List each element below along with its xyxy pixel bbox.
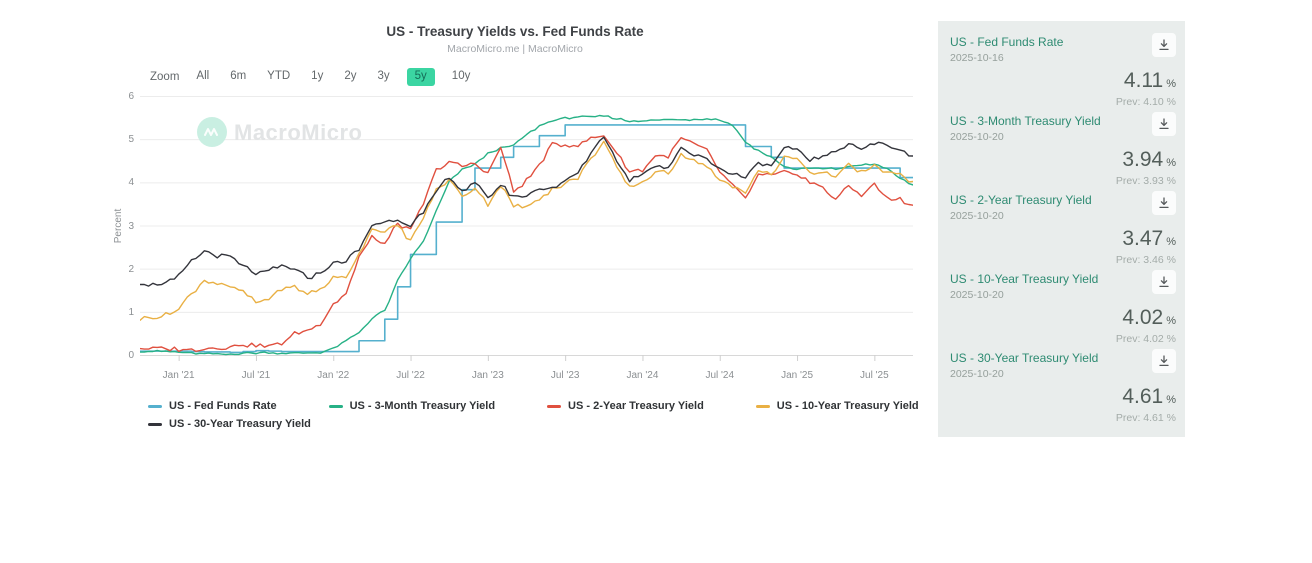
download-button[interactable] <box>1152 112 1176 136</box>
series-latest-value: 4.02% <box>1122 306 1176 329</box>
watermark-text: MacroMicro <box>234 120 363 145</box>
chart-subtitle: MacroMicro.me | MacroMicro <box>447 43 583 55</box>
legend-item-30-year[interactable]: US - 30-Year Treasury Yield <box>148 418 311 431</box>
series-date: 2025-10-20 <box>950 368 1004 380</box>
download-icon <box>1159 355 1169 367</box>
y-axis-title: Percent <box>113 208 124 244</box>
x-axis-label: Jul '25 <box>860 370 889 381</box>
x-axis-label: Jan '24 <box>626 370 659 381</box>
series-prev-value: Prev: 4.02 % <box>1115 333 1176 345</box>
series-prev-value: Prev: 4.61 % <box>1115 412 1176 424</box>
series-line-2 <box>140 135 913 353</box>
x-axis-label: Jul '23 <box>550 370 580 381</box>
series-summary-sidebar: US - Fed Funds Rate 2025-10-16 4.11% Pre… <box>938 21 1185 437</box>
legend-item-10-year[interactable]: US - 10-Year Treasury Yield <box>755 400 919 413</box>
zoom-label: Zoom <box>150 70 180 83</box>
series-name-link[interactable]: US - Fed Funds Rate <box>950 35 1064 49</box>
series-name-link[interactable]: US - 30-Year Treasury Yield <box>950 351 1099 365</box>
y-axis-label: 6 <box>128 91 134 102</box>
download-icon <box>1159 118 1169 130</box>
sidebar-item-30-year: US - 30-Year Treasury Yield 2025-10-20 4… <box>938 349 1185 428</box>
sidebar-item-3-month: US - 3-Month Treasury Yield 2025-10-20 3… <box>938 112 1185 191</box>
legend-swatch-icon <box>755 405 770 408</box>
download-icon <box>1159 197 1169 209</box>
x-axis-label: Jan '25 <box>781 370 814 381</box>
chart-title: US - Treasury Yields vs. Fed Funds Rate <box>386 24 644 39</box>
x-axis-label: Jan '21 <box>162 370 195 381</box>
download-button[interactable] <box>1152 33 1176 57</box>
macromicro-logo-icon <box>197 117 227 147</box>
legend-item-fed-funds[interactable]: US - Fed Funds Rate <box>148 400 277 413</box>
series-prev-value: Prev: 4.10 % <box>1115 96 1176 108</box>
x-axis-label: Jul '22 <box>396 370 425 381</box>
y-axis-label: 1 <box>128 306 134 318</box>
range-button-6m[interactable]: 6m <box>230 70 247 82</box>
download-button[interactable] <box>1152 349 1176 373</box>
legend-swatch-icon <box>148 405 162 408</box>
download-button[interactable] <box>1152 191 1176 215</box>
series-latest-value: 3.94% <box>1122 148 1176 171</box>
range-selector-toolbar: Zoom All 6m YTD 1y 2y 3y 5y 10y <box>150 68 474 86</box>
legend-item-3-month[interactable]: US - 3-Month Treasury Yield <box>328 400 495 413</box>
sidebar-item-10-year: US - 10-Year Treasury Yield 2025-10-20 4… <box>938 270 1185 349</box>
series-date: 2025-10-20 <box>950 131 1004 143</box>
series-line-0 <box>140 124 913 354</box>
legend-swatch-icon <box>148 423 162 426</box>
range-button-10y[interactable]: 10y <box>451 70 471 82</box>
series-line-4 <box>140 136 913 287</box>
x-axis-label: Jan '23 <box>471 370 504 381</box>
series-line-1 <box>140 114 913 356</box>
download-button[interactable] <box>1152 270 1176 294</box>
chart-legend: US - Fed Funds Rate US - 3-Month Treasur… <box>148 400 928 431</box>
series-date: 2025-10-20 <box>950 289 1004 301</box>
series-latest-value: 4.11% <box>1123 69 1176 92</box>
yield-chart-canvas[interactable] <box>0 0 940 398</box>
series-latest-value: 4.61% <box>1122 385 1176 408</box>
y-axis-label: 5 <box>128 134 134 146</box>
series-date: 2025-10-20 <box>950 210 1004 222</box>
range-button-3y[interactable]: 3y <box>377 70 390 82</box>
series-name-link[interactable]: US - 10-Year Treasury Yield <box>950 272 1099 286</box>
sidebar-item-2-year: US - 2-Year Treasury Yield 2025-10-20 3.… <box>938 191 1185 270</box>
range-button-1y[interactable]: 1y <box>311 70 324 82</box>
series-line-3 <box>140 140 913 321</box>
download-icon <box>1159 276 1169 288</box>
legend-item-2-year[interactable]: US - 2-Year Treasury Yield <box>547 400 704 413</box>
legend-swatch-icon <box>547 405 562 408</box>
range-button-5y-selected[interactable]: 5y <box>406 68 435 86</box>
range-button-2y[interactable]: 2y <box>344 70 357 82</box>
x-axis-label: Jan '22 <box>317 370 350 381</box>
range-button-all[interactable]: All <box>196 70 210 82</box>
x-axis-label: Jul '21 <box>241 370 271 381</box>
y-axis-label: 4 <box>128 177 134 189</box>
y-axis-label: 0 <box>128 350 134 361</box>
legend-swatch-icon <box>328 405 343 408</box>
sidebar-item-fed-funds: US - Fed Funds Rate 2025-10-16 4.11% Pre… <box>938 33 1185 112</box>
y-axis-label: 2 <box>128 263 134 275</box>
series-prev-value: Prev: 3.46 % <box>1115 254 1176 266</box>
series-date: 2025-10-16 <box>950 52 1004 64</box>
series-prev-value: Prev: 3.93 % <box>1115 175 1176 187</box>
series-latest-value: 3.47% <box>1122 227 1176 250</box>
range-button-ytd[interactable]: YTD <box>267 70 291 82</box>
series-name-link[interactable]: US - 3-Month Treasury Yield <box>950 114 1101 128</box>
series-name-link[interactable]: US - 2-Year Treasury Yield <box>950 193 1092 207</box>
x-axis-label: Jul '24 <box>705 370 735 381</box>
y-axis-label: 3 <box>128 220 134 232</box>
download-icon <box>1159 39 1169 51</box>
